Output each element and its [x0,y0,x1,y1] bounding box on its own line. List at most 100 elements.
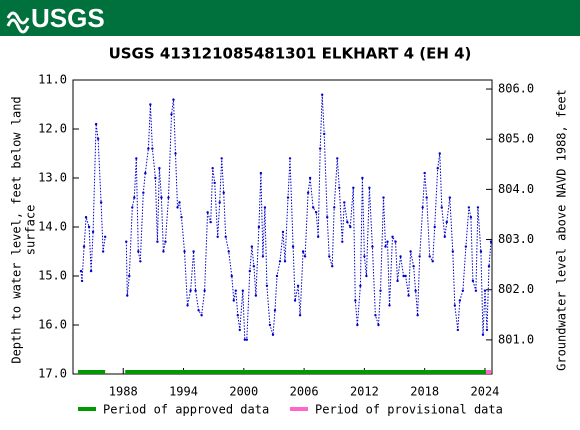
data-point [147,147,150,150]
data-point [423,171,426,175]
data-point [156,240,159,243]
data-point [404,274,407,278]
data-point [314,211,318,214]
data-point [356,323,359,327]
x-tick-label: 2000 [229,385,258,399]
y-tick-label: 16.0 [38,318,67,332]
data-point [448,196,451,199]
data-point [211,167,214,170]
data-point [252,265,256,268]
data-point [436,167,439,170]
data-point [126,294,129,297]
data-point [396,279,399,283]
data-point [479,250,483,253]
data-point [178,201,181,204]
data-point [407,294,410,297]
data-point [368,186,371,189]
data-point [336,157,339,160]
header-bar [0,0,580,36]
data-point [79,269,83,273]
data-point [222,191,225,194]
data-point [311,206,315,209]
data-point [438,152,441,155]
logo: USGS [31,3,105,33]
data-point [278,260,282,263]
data-point [474,289,478,292]
data-point [416,314,419,317]
data-point [103,235,107,238]
data-point [101,250,105,253]
data-point [218,201,221,204]
data-point [346,220,349,224]
data-point [445,220,448,224]
period-bar [485,370,491,374]
data-point [167,196,170,199]
data-point [154,176,157,180]
data-point [200,314,203,317]
data-point [89,269,93,273]
y-axis-label: surface [24,205,38,256]
data-point [197,309,200,312]
data-point [243,338,247,341]
period-bar [78,370,106,374]
data-point [273,309,277,312]
data-point [428,255,431,258]
data-point [391,235,394,238]
y2-tick-label: 801.0 [498,332,534,346]
data-point [326,216,329,219]
data-point [412,265,415,268]
data-point [394,240,397,243]
data-point [374,314,377,317]
data-point [399,255,402,258]
y2-tick-label: 802.0 [498,282,534,296]
data-point [209,220,212,224]
data-point [268,323,272,327]
data-point [236,314,239,317]
data-point [125,240,128,243]
data-point [234,289,237,292]
data-point [149,103,152,106]
data-point [99,201,103,204]
data-point [220,157,223,160]
data-point [265,284,269,287]
data-point [96,137,100,140]
y2-tick-label: 804.0 [498,182,534,196]
data-point [245,338,249,341]
data-point [232,299,235,302]
x-tick-label: 2024 [471,385,500,399]
y-tick-label: 12.0 [38,122,67,136]
data-point [281,230,285,234]
data-point [241,289,245,292]
data-point [144,171,147,175]
x-tick-label: 1988 [109,385,138,399]
y2-tick-label: 803.0 [498,232,534,246]
data-point [469,216,473,219]
x-tick-label: 1994 [169,385,198,399]
data-point [338,186,341,189]
data-point [254,294,258,297]
data-point [94,122,98,126]
data-point [91,230,95,234]
data-point [306,191,310,194]
data-point [485,328,489,332]
data-point [301,250,305,253]
data-point [230,274,233,278]
data-point [464,245,468,248]
data-point [379,289,382,292]
data-point [440,206,443,209]
data-point [384,245,387,248]
data-point [365,274,368,278]
data-point [418,255,421,258]
data-point [453,304,457,307]
y-axis-label: Depth to water level, feet below land [10,96,24,363]
data-point [414,289,417,292]
data-point [206,211,209,214]
x-tick-label: 2006 [290,385,319,399]
data-point [176,206,179,209]
data-point [451,250,455,253]
data-point [341,240,344,243]
data-point [135,157,138,160]
data-point [318,147,322,150]
y-tick-label: 13.0 [38,171,67,185]
data-point [293,299,297,302]
